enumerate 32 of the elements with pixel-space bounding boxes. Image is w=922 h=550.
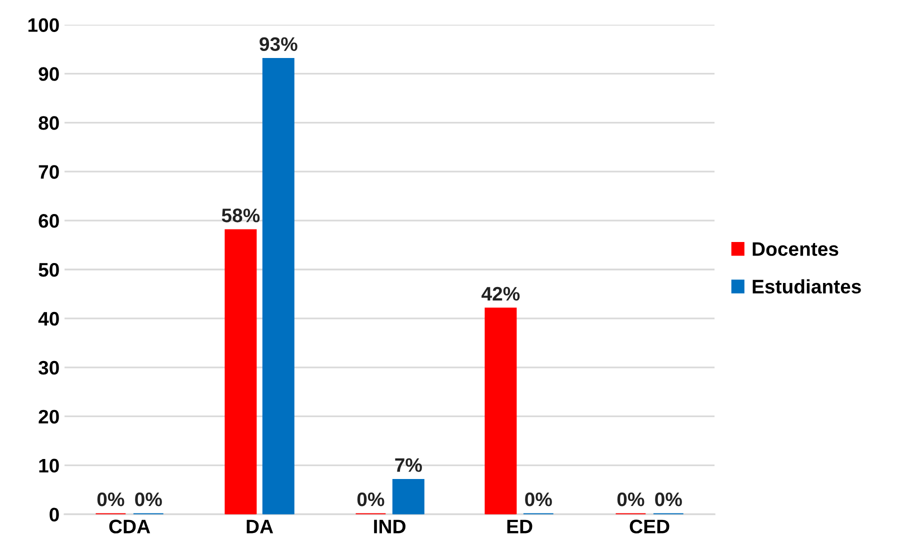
y-tick-label: 10 xyxy=(39,458,59,473)
legend-label: Docentes xyxy=(752,242,838,256)
x-tick-label: ED xyxy=(507,520,532,534)
data-label: 58% xyxy=(222,208,260,222)
x-tick-label: DA xyxy=(246,520,274,534)
y-tick-label: 70 xyxy=(38,165,59,179)
x-tick-label: IND xyxy=(374,520,406,534)
y-tick-label: 20 xyxy=(38,410,59,424)
x-tick-label: CED xyxy=(630,520,670,534)
bar xyxy=(262,58,294,514)
y-tick-label: 60 xyxy=(38,214,59,228)
data-label: 93% xyxy=(260,37,298,52)
bar xyxy=(224,229,257,514)
data-label: 0% xyxy=(525,492,552,506)
bar xyxy=(484,308,517,514)
y-tick-label: 30 xyxy=(38,360,59,375)
y-tick-label: 100 xyxy=(28,18,59,32)
data-label: 0% xyxy=(655,492,682,506)
y-tick-label: 80 xyxy=(38,116,59,130)
legend-label: Estudiantes xyxy=(752,279,861,294)
data-label: 0% xyxy=(617,492,644,506)
y-tick-label: 40 xyxy=(38,312,59,326)
y-tick-label: 90 xyxy=(38,67,59,81)
data-label: 42% xyxy=(482,286,520,301)
data-label: 0% xyxy=(357,492,384,506)
data-label: 0% xyxy=(135,492,162,506)
y-tick-label: 0 xyxy=(50,508,59,522)
x-tick-label: CDA xyxy=(109,520,150,534)
data-label: 7% xyxy=(395,458,422,472)
data-label: 0% xyxy=(97,492,124,506)
bar xyxy=(392,478,424,514)
y-tick-label: 50 xyxy=(38,262,59,277)
